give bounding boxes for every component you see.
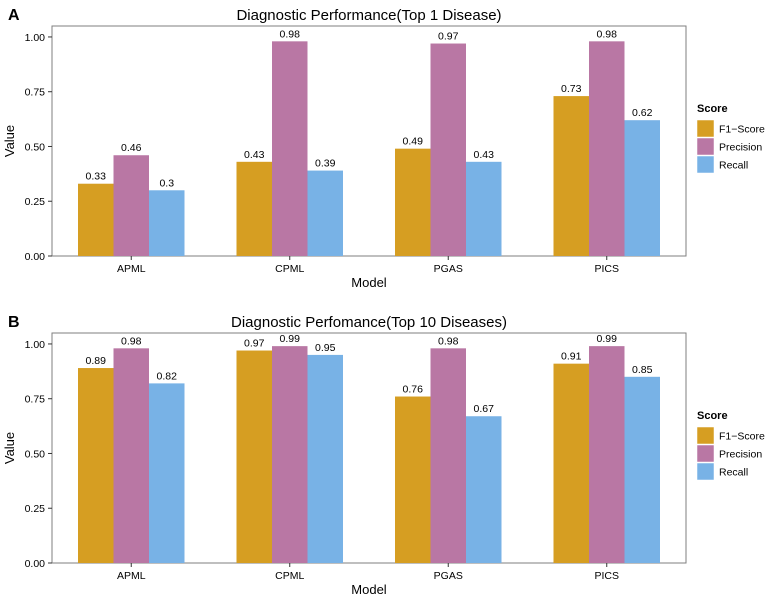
bar-value-label: 0.49 — [403, 136, 424, 148]
bar-value-label: 0.67 — [474, 403, 495, 415]
legend-item-label: Recall — [719, 467, 748, 479]
y-tick-label: 0.50 — [25, 141, 46, 153]
legend-key — [696, 462, 715, 481]
bar-cpml-recall — [307, 354, 343, 563]
bar-value-label: 0.76 — [403, 384, 424, 396]
y-tick-label: 0.00 — [25, 558, 46, 570]
legend-title: Score — [697, 103, 728, 115]
y-axis-label: Value — [2, 432, 17, 464]
bar-value-label: 0.39 — [315, 158, 336, 170]
bar-pgas-recall — [466, 161, 502, 256]
bar-pics-f1score — [553, 96, 589, 256]
bar-value-label: 0.91 — [561, 351, 582, 363]
x-tick-label: CPML — [275, 570, 304, 582]
y-tick-label: 1.00 — [25, 32, 46, 44]
x-tick-label: PICS — [594, 263, 619, 275]
bar-apml-f1score — [78, 368, 114, 563]
y-tick-label: 0.25 — [25, 196, 46, 208]
legend-item-label: Recall — [719, 160, 748, 172]
chart-panel-b: B Diagnostic Perfomance(Top 10 Diseases) 0… — [2, 314, 765, 594]
bar-pgas-precision — [430, 43, 466, 257]
bar-apml-precision — [113, 348, 149, 563]
bar-value-label: 0.99 — [280, 333, 301, 345]
bar-cpml-f1score — [236, 161, 272, 256]
legend-key — [696, 137, 715, 156]
bar-pics-recall — [624, 376, 660, 563]
bar-pics-precision — [589, 41, 625, 257]
bar-value-label: 0.98 — [597, 28, 618, 40]
bar-value-label: 0.97 — [438, 31, 459, 43]
bar-pgas-f1score — [395, 396, 431, 563]
y-tick-label: 0.50 — [25, 448, 46, 460]
legend-key — [696, 444, 715, 463]
legend-title: Score — [697, 410, 728, 422]
x-tick-label: APML — [117, 263, 146, 275]
bar-value-label: 0.97 — [244, 338, 265, 350]
bar-apml-f1score — [78, 183, 114, 256]
bar-cpml-precision — [272, 41, 308, 257]
bar-pgas-recall — [466, 416, 502, 563]
y-tick-label: 0.75 — [25, 394, 46, 406]
bar-apml-recall — [149, 190, 185, 256]
x-axis-label: Model — [351, 275, 387, 290]
bar-value-label: 0.82 — [157, 370, 178, 382]
bar-value-label: 0.62 — [632, 107, 653, 119]
bar-pgas-f1score — [395, 148, 431, 256]
chart-title: Diagnostic Performance(Top 1 Disease) — [236, 7, 501, 24]
x-tick-label: APML — [117, 570, 146, 582]
bar-cpml-precision — [272, 346, 308, 563]
legend-item-label: F1−Score — [719, 124, 765, 136]
chart-panel-a: A Diagnostic Performance(Top 1 Disease) 0.… — [2, 7, 765, 290]
bar-apml-recall — [149, 383, 185, 563]
bar-value-label: 0.33 — [86, 171, 107, 183]
legend-key — [696, 426, 715, 445]
bar-value-label: 0.73 — [561, 83, 582, 95]
bar-value-label: 0.99 — [597, 333, 618, 345]
legend-key — [696, 155, 715, 174]
x-tick-label: CPML — [275, 263, 304, 275]
y-tick-label: 0.25 — [25, 503, 46, 515]
legend-item-label: Precision — [719, 449, 762, 461]
bar-cpml-recall — [307, 170, 343, 256]
bar-pgas-precision — [430, 348, 466, 563]
bar-value-label: 0.3 — [159, 177, 174, 189]
y-tick-label: 1.00 — [25, 339, 46, 351]
bar-value-label: 0.89 — [86, 355, 107, 367]
legend-key — [696, 119, 715, 138]
bar-value-label: 0.98 — [280, 28, 301, 40]
bar-value-label: 0.95 — [315, 342, 336, 354]
x-tick-label: PGAS — [434, 263, 463, 275]
bar-value-label: 0.98 — [438, 335, 459, 347]
x-axis-label: Model — [351, 582, 387, 594]
panel-letter: B — [8, 314, 20, 331]
bar-pics-precision — [589, 346, 625, 563]
bar-apml-precision — [113, 155, 149, 256]
panel-letter: A — [8, 7, 20, 24]
bar-cpml-f1score — [236, 350, 272, 563]
legend-item-label: F1−Score — [719, 431, 765, 443]
legend-item-label: Precision — [719, 142, 762, 154]
x-tick-label: PGAS — [434, 570, 463, 582]
bar-value-label: 0.46 — [121, 142, 142, 154]
y-tick-label: 0.75 — [25, 87, 46, 99]
bar-value-label: 0.43 — [244, 149, 265, 161]
bar-pics-f1score — [553, 363, 589, 563]
x-tick-label: PICS — [594, 570, 619, 582]
legend: Score F1−Score Precision Recall — [696, 410, 765, 481]
bar-pics-recall — [624, 120, 660, 256]
legend: Score F1−Score Precision Recall — [696, 103, 765, 174]
bar-value-label: 0.85 — [632, 364, 653, 376]
bar-value-label: 0.43 — [474, 149, 495, 161]
y-axis-label: Value — [2, 125, 17, 157]
chart-title: Diagnostic Perfomance(Top 10 Diseases) — [231, 314, 507, 331]
bar-value-label: 0.98 — [121, 335, 142, 347]
y-tick-label: 0.00 — [25, 251, 46, 263]
